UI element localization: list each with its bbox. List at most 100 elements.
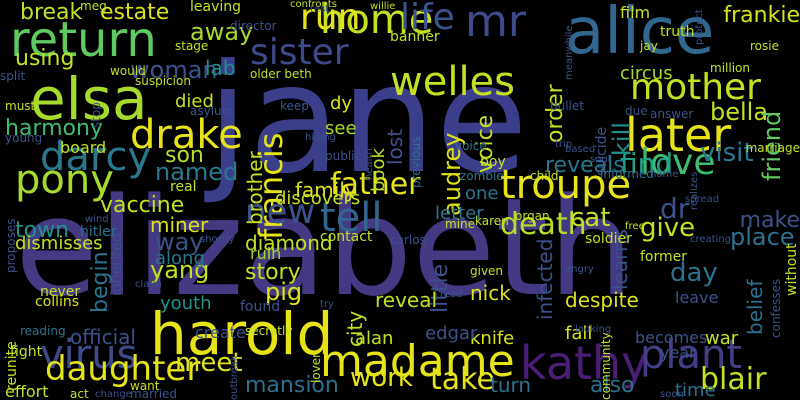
cloud-word: using <box>15 46 75 71</box>
cloud-word: must <box>5 99 36 113</box>
cloud-word: tell <box>320 195 383 241</box>
cloud-word: work <box>350 363 413 393</box>
cloud-word: youth <box>160 293 212 314</box>
cloud-word: reveal <box>375 288 438 312</box>
cloud-word: confesses <box>769 278 783 338</box>
cloud-word: mother <box>630 67 761 108</box>
cloud-word: meanwhile <box>564 25 575 80</box>
cloud-word: order <box>543 84 568 143</box>
cloud-word: voice <box>455 139 487 153</box>
cloud-word: lover <box>309 352 323 383</box>
cloud-word: discovers <box>275 188 361 209</box>
cloud-word: lab <box>205 56 236 80</box>
cloud-word: based <box>565 144 596 155</box>
cloud-word: dy <box>330 93 353 114</box>
cloud-word: knife <box>470 328 515 349</box>
cloud-word: dismisses <box>15 233 103 254</box>
cloud-word: without <box>784 243 800 296</box>
cloud-word: protect <box>694 9 705 45</box>
cloud-word: want <box>130 379 160 393</box>
cloud-word: due <box>625 104 648 118</box>
cloud-word: trip <box>555 139 573 150</box>
cloud-word: year <box>660 343 696 362</box>
cloud-word: effort <box>5 382 49 400</box>
cloud-word: away <box>190 18 254 46</box>
cloud-word: miner <box>150 213 209 237</box>
cloud-word: elsa <box>30 65 148 133</box>
cloud-word: hitler <box>80 224 117 240</box>
cloud-word: visit <box>700 138 754 168</box>
cloud-word: harold <box>150 300 334 368</box>
cloud-word: change <box>95 389 132 400</box>
cloud-word: board <box>60 138 107 157</box>
cloud-word: reveals <box>545 153 625 178</box>
cloud-word: never <box>40 284 81 300</box>
cloud-word: find <box>620 147 674 180</box>
cloud-word: kill <box>608 122 636 156</box>
cloud-word: son <box>165 143 204 168</box>
cloud-word: suspicion <box>135 74 191 88</box>
cloud-word: brother <box>243 151 267 225</box>
cloud-word: harmony <box>5 116 103 141</box>
cloud-word: alan <box>355 328 394 349</box>
cloud-word: claim <box>135 279 162 290</box>
cloud-word: nick <box>470 281 511 305</box>
cloud-word: daughter <box>45 349 201 389</box>
cloud-word: drake <box>130 112 243 158</box>
cloud-word: pig <box>265 278 303 306</box>
cloud-word: welles <box>390 59 515 105</box>
cloud-word: darcy <box>40 134 152 180</box>
cloud-word: turn <box>490 373 532 397</box>
cloud-word: home <box>320 0 434 43</box>
cloud-word: named <box>155 158 239 186</box>
cloud-word: keep <box>280 99 309 113</box>
cloud-word: belief <box>743 279 767 335</box>
cloud-word: estate <box>100 0 170 25</box>
cloud-word: stop <box>89 102 103 128</box>
cloud-word: see <box>325 118 357 139</box>
cloud-word: previous <box>409 136 423 188</box>
cloud-word: plant <box>640 332 743 378</box>
cloud-word: shortly <box>200 234 235 245</box>
cloud-word: bullet <box>550 99 584 113</box>
cloud-word: death <box>500 207 587 242</box>
cloud-word: willie <box>370 1 396 12</box>
cloud-word: marriage <box>745 141 800 155</box>
cloud-word: life <box>400 0 455 38</box>
cloud-word: angry <box>565 264 594 275</box>
cloud-word: place <box>730 223 795 251</box>
cloud-word: truth <box>660 24 695 40</box>
cloud-word: take <box>430 362 495 397</box>
cloud-word: leave <box>675 288 719 307</box>
cloud-word: young <box>5 131 43 145</box>
cloud-word: break <box>20 0 83 25</box>
cloud-word: woman <box>130 56 218 84</box>
cloud-word: hiding <box>305 132 336 143</box>
cloud-word: dr <box>660 192 690 225</box>
cloud-word: fight <box>10 344 43 360</box>
cloud-word: million <box>710 61 750 75</box>
cloud-word: letter <box>435 203 484 224</box>
cloud-word: outbreak <box>229 355 240 400</box>
cloud-word: meg <box>80 0 107 13</box>
cloud-word: read <box>440 289 463 300</box>
cloud-word: free <box>625 221 645 232</box>
cloud-word: becomes <box>635 328 708 347</box>
cloud-word: new <box>245 192 316 232</box>
cloud-word: rosie <box>750 39 779 53</box>
cloud-word: jay <box>640 39 658 53</box>
cloud-word: carlos <box>390 233 426 247</box>
cloud-word: create <box>195 323 246 342</box>
cloud-word: former <box>640 249 688 265</box>
cloud-word: story <box>245 260 301 285</box>
cloud-word: virus <box>40 332 138 378</box>
cloud-word: elizabeth <box>15 169 634 326</box>
cloud-word: given <box>470 264 504 278</box>
cloud-word: answer <box>650 107 694 121</box>
cloud-word: family <box>295 178 357 202</box>
cloud-word: ruin <box>250 244 282 263</box>
cloud-word: try <box>320 299 334 310</box>
cloud-word: asylum <box>190 104 234 118</box>
cloud-word: name <box>650 169 679 180</box>
